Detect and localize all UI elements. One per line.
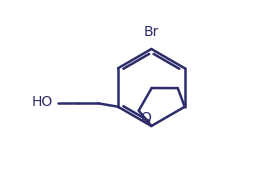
Text: O: O — [140, 111, 151, 125]
Text: HO: HO — [31, 94, 52, 108]
Text: Br: Br — [144, 25, 159, 38]
